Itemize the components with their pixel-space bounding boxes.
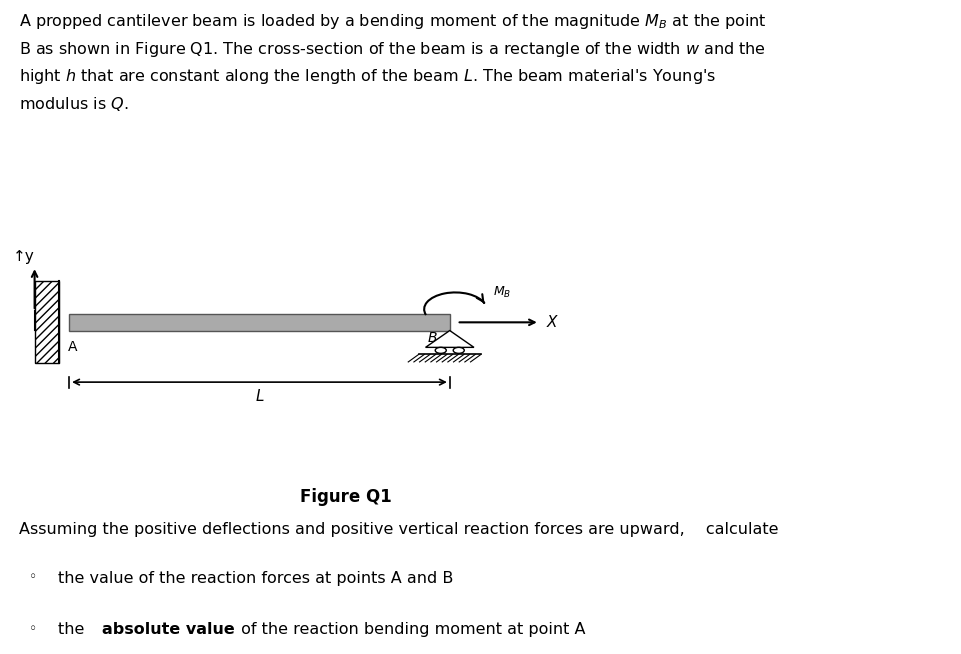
- Polygon shape: [69, 314, 450, 330]
- Text: ↑y: ↑y: [13, 249, 36, 264]
- Text: ◦: ◦: [29, 570, 37, 585]
- Text: X: X: [547, 315, 557, 330]
- Text: $L$: $L$: [255, 388, 264, 404]
- Polygon shape: [426, 330, 474, 347]
- Text: absolute value: absolute value: [102, 623, 234, 638]
- Text: of the reaction bending moment at point A: of the reaction bending moment at point …: [236, 623, 586, 638]
- Text: ◦: ◦: [29, 623, 37, 636]
- Circle shape: [454, 347, 464, 353]
- Text: Assuming the positive deflections and positive vertical reaction forces are upwa: Assuming the positive deflections and po…: [19, 522, 778, 537]
- Text: $M_B$: $M_B$: [493, 284, 511, 300]
- Text: B: B: [428, 332, 437, 345]
- Text: Figure Q1: Figure Q1: [300, 488, 392, 506]
- Polygon shape: [35, 281, 59, 364]
- Text: the value of the reaction forces at points A and B: the value of the reaction forces at poin…: [58, 570, 453, 585]
- Circle shape: [435, 347, 446, 353]
- Text: A: A: [68, 340, 78, 354]
- Text: A propped cantilever beam is loaded by a bending moment of the magnitude $M_B$ a: A propped cantilever beam is loaded by a…: [19, 12, 767, 112]
- Text: the: the: [58, 623, 89, 638]
